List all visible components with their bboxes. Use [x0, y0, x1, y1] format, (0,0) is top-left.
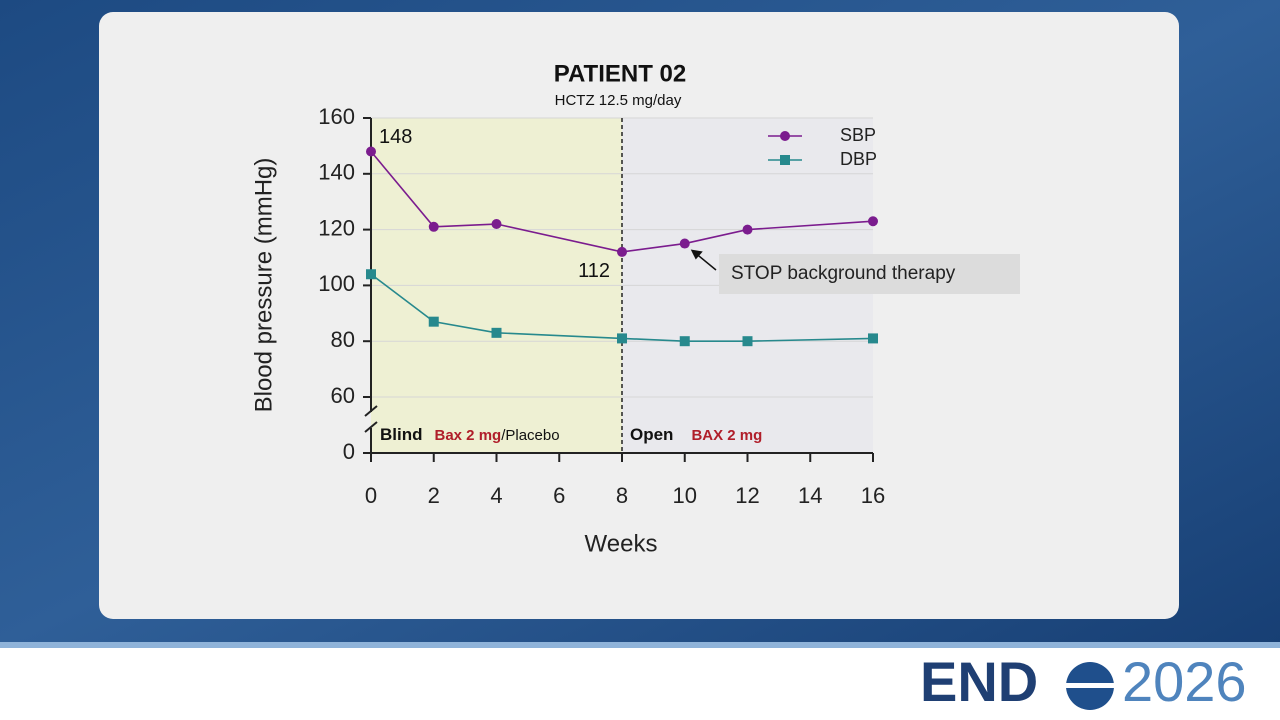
phase-comparator: /Placebo: [501, 427, 559, 444]
divider: [0, 642, 1280, 648]
phase-drug: Bax 2 mg: [435, 427, 502, 444]
marker: [366, 269, 376, 280]
marker: [366, 146, 376, 157]
logo: END 2026: [920, 650, 1247, 713]
x-axis-title: Weeks: [585, 530, 658, 557]
x-tick-label: 12: [735, 483, 759, 508]
marker: [491, 219, 502, 230]
legend-marker: [780, 155, 790, 165]
chart-title: PATIENT 02: [554, 60, 686, 87]
logo-globe-band: [1066, 683, 1114, 688]
axis-break: [364, 405, 378, 417]
y-tick-label: 160: [318, 104, 355, 129]
y-tick-label: 120: [318, 215, 355, 240]
x-tick-label: 14: [798, 483, 822, 508]
y-tick-label: 140: [318, 160, 355, 185]
y-axis-title: Blood pressure (mmHg): [250, 158, 277, 413]
annotation-box: [719, 254, 1020, 294]
legend-label: SBP: [840, 125, 876, 145]
annotation: STOP background therapy: [731, 263, 956, 284]
phase-name: Open: [630, 425, 673, 444]
x-tick-label: 2: [428, 483, 440, 508]
marker: [428, 221, 439, 232]
logo-text: END: [920, 650, 1038, 713]
marker: [868, 333, 878, 344]
x-tick-label: 4: [490, 483, 502, 508]
phase-label: Blind Bax 2 mg/Placebo: [380, 425, 560, 444]
legend-label: DBP: [840, 149, 877, 169]
marker: [679, 336, 690, 347]
chart: 0 60 80 100 120 140 160 0 2 4 6 8 10 12 14 16 PATIENT 02…: [250, 60, 1020, 557]
marker: [679, 238, 690, 249]
phase-name: Blind: [380, 425, 423, 444]
chart-subtitle: HCTZ 12.5 mg/day: [555, 92, 682, 109]
x-tick-label: 8: [616, 483, 628, 508]
marker: [428, 316, 439, 327]
x-tick-label: 0: [365, 483, 377, 508]
legend-marker: [780, 131, 790, 141]
y-tick-label: 100: [318, 271, 355, 296]
marker: [617, 333, 627, 344]
marker: [742, 224, 753, 235]
annotation-arrowhead: [690, 249, 703, 260]
marker: [742, 336, 753, 347]
phase-label: Open BAX 2 mg: [630, 425, 762, 444]
data-label: 112: [578, 260, 610, 282]
y-tick-label: 0: [343, 439, 355, 464]
marker: [491, 327, 502, 338]
marker: [868, 216, 878, 227]
y-tick-label: 60: [331, 383, 355, 408]
x-tick-label: 6: [553, 483, 565, 508]
y-tick-label: 80: [331, 327, 355, 352]
x-tick-label: 10: [673, 483, 697, 508]
data-label: 148: [379, 126, 412, 148]
x-tick-label: 16: [861, 483, 885, 508]
logo-year: 2026: [1122, 650, 1247, 713]
marker: [617, 246, 627, 257]
axis-break: [364, 421, 378, 433]
phase-drug: BAX 2 mg: [691, 427, 762, 444]
